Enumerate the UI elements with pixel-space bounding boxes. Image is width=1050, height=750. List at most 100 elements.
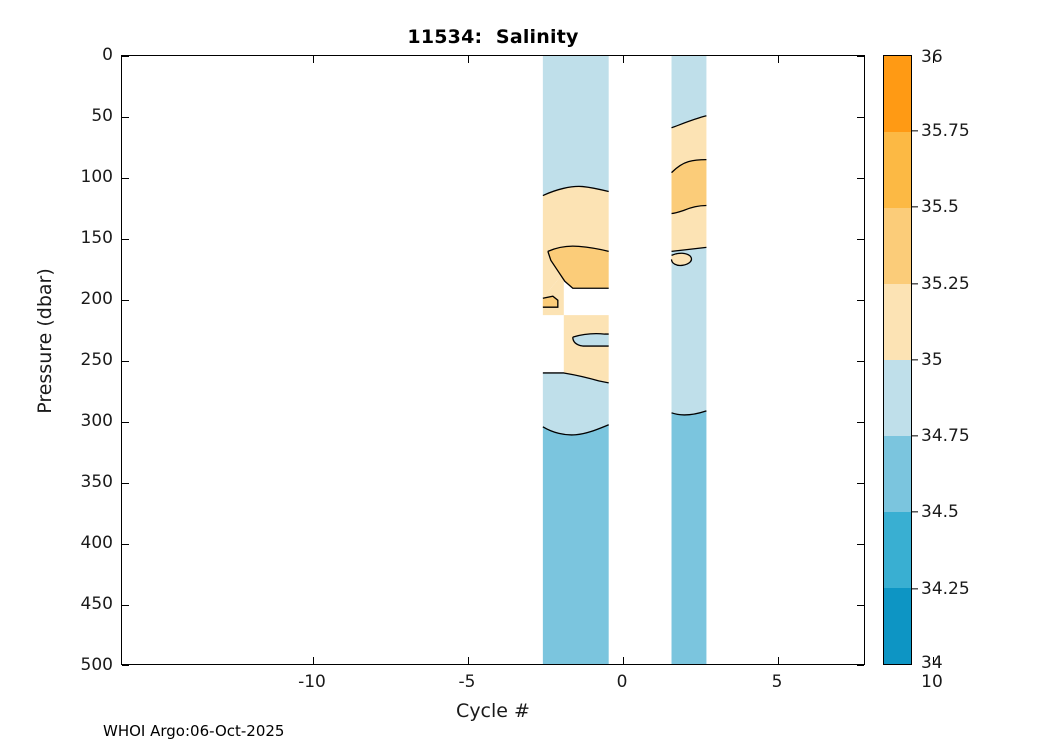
xtick-mark xyxy=(623,657,625,664)
ytick-mark xyxy=(857,300,864,302)
xtick-mark xyxy=(623,56,625,63)
colorbar-band-35.25-35.5 xyxy=(884,208,911,284)
colorbar-band-35.75-36 xyxy=(884,56,911,132)
ytick-mark xyxy=(122,361,129,363)
contour-line-35-left-bottom xyxy=(542,372,609,384)
xtick-mark xyxy=(933,56,935,63)
contour-band-35.25-35.5-right xyxy=(671,159,707,214)
colorbar-tick xyxy=(912,359,918,361)
xtick-mark xyxy=(933,657,935,664)
colorbar-label: 34 xyxy=(921,653,943,673)
contour-line-35-left-tongue-bottom xyxy=(572,337,609,347)
colorbar xyxy=(883,55,912,665)
xtick-mark xyxy=(468,657,470,664)
colorbar-band-35-35.25 xyxy=(884,284,911,360)
xtick-mark xyxy=(778,657,780,664)
xtick-label: 5 xyxy=(771,672,783,692)
ytick-mark xyxy=(122,239,129,241)
contour-band-35.25-35.5-left-nub xyxy=(542,296,558,308)
colorbar-band-34-34.25 xyxy=(884,588,911,664)
colorbar-tick xyxy=(912,130,918,132)
xtick-label: -5 xyxy=(458,672,476,692)
ytick-label: 0 xyxy=(102,45,113,65)
x-axis-label: Cycle # xyxy=(456,700,530,722)
contour-line-35-right-top xyxy=(671,115,707,129)
ytick-mark xyxy=(122,544,129,546)
ytick-label: 450 xyxy=(80,594,113,614)
colorbar-band-34.75-35 xyxy=(884,360,911,436)
xtick-label: 0 xyxy=(616,672,628,692)
contour-band-34.5-34.75-right xyxy=(671,410,707,664)
contour-plot xyxy=(542,56,707,664)
contour-band-34.75-35-left-surface xyxy=(542,56,609,196)
xtick-mark xyxy=(313,56,315,63)
colorbar-label: 35 xyxy=(921,350,943,370)
colorbar-label: 36 xyxy=(921,47,943,67)
xtick-label: 10 xyxy=(921,672,943,692)
contour-line-34.75-left xyxy=(542,424,609,436)
contour-band-34.75-35-right-deep xyxy=(671,247,707,415)
colorbar-label: 34.75 xyxy=(921,426,970,446)
ytick-mark xyxy=(122,665,129,667)
ytick-label: 50 xyxy=(91,106,113,126)
ytick-label: 250 xyxy=(80,350,113,370)
page-title: 11534: Salinity xyxy=(407,26,579,48)
ytick-mark xyxy=(122,117,129,119)
contour-line-35-left-tongue-top xyxy=(572,333,609,338)
ytick-label: 100 xyxy=(80,167,113,187)
ytick-mark xyxy=(857,605,864,607)
contour-line-35.25-right-top xyxy=(671,159,707,174)
contour-line-34.75-right xyxy=(671,410,707,416)
contour-band-34.75-35-left-tongue xyxy=(572,333,609,347)
colorbar-tick xyxy=(912,588,918,590)
colorbar-tick xyxy=(912,511,918,513)
contour-line-35.25-left-nub xyxy=(542,295,559,308)
xtick-mark xyxy=(313,657,315,664)
ytick-mark xyxy=(122,422,129,424)
colorbar-tick xyxy=(912,206,918,208)
ytick-label: 400 xyxy=(80,533,113,553)
colorbar-label: 35.5 xyxy=(921,197,959,217)
plot-clip xyxy=(122,56,864,664)
ytick-mark xyxy=(857,239,864,241)
contour-line-35-right-lens xyxy=(670,252,693,267)
contour-line-35.25-left-top xyxy=(547,245,609,252)
xtick-mark xyxy=(468,56,470,63)
ytick-mark xyxy=(122,178,129,180)
xtick-label: -10 xyxy=(298,672,326,692)
colorbar-tick xyxy=(912,435,918,437)
ytick-label: 150 xyxy=(80,228,113,248)
ytick-mark xyxy=(857,117,864,119)
contour-line-35-right-bottom xyxy=(671,246,707,253)
ytick-label: 300 xyxy=(80,411,113,431)
colorbar-label: 34.25 xyxy=(921,579,970,599)
ytick-mark xyxy=(122,56,129,58)
contour-band-34.75-35-right-surface xyxy=(671,56,707,128)
contour-band-35-35.25-right-lens xyxy=(671,253,692,266)
colorbar-label: 34.5 xyxy=(921,502,959,522)
y-axis-label: Pressure (dbar) xyxy=(34,268,56,414)
ytick-mark xyxy=(857,56,864,58)
contour-band-34.75-35-left-deep xyxy=(542,372,609,435)
ytick-label: 500 xyxy=(80,655,113,675)
ytick-label: 350 xyxy=(80,472,113,492)
ytick-mark xyxy=(122,483,129,485)
ytick-mark xyxy=(857,544,864,546)
colorbar-band-34.5-34.75 xyxy=(884,436,911,512)
ytick-mark xyxy=(122,605,129,607)
plot-area xyxy=(121,55,935,667)
ytick-mark xyxy=(857,483,864,485)
ytick-mark xyxy=(857,665,864,667)
contour-line-35.25-left-bottom xyxy=(547,251,609,289)
ytick-mark xyxy=(857,422,864,424)
ytick-mark xyxy=(857,178,864,180)
ytick-mark xyxy=(857,361,864,363)
contour-band-35-35.25-left-lower xyxy=(563,315,609,383)
contour-line-35-left-top xyxy=(542,185,609,197)
colorbar-label: 35.75 xyxy=(921,121,970,141)
contour-line-35.25-right-bottom xyxy=(671,204,707,215)
xtick-mark xyxy=(778,56,780,63)
colorbar-band-35.5-35.75 xyxy=(884,132,911,208)
ytick-label: 200 xyxy=(80,289,113,309)
